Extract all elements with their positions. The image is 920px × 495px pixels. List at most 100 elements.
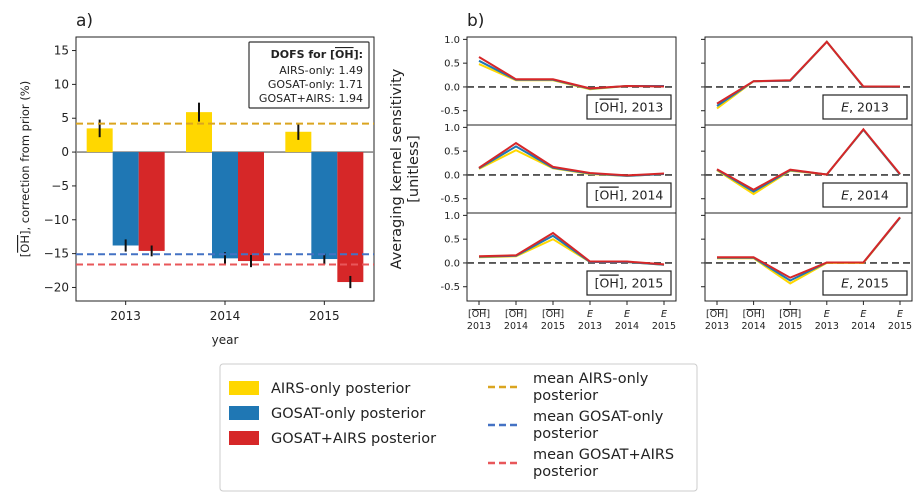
y-tick-label: 1.0 [444,35,460,46]
x-tick-label: 2013 [110,309,141,323]
y-tick-label: 15 [54,44,69,58]
subplot-5: 1.00.50.0-0.5 [OH], 2015[OH]2013[OH]2014[… [440,211,677,332]
legend-label: posterior [533,388,598,404]
y-axis-label: [OH], correction from prior (%) [18,81,32,257]
x-tick-label: E [860,309,866,320]
dofs-line: GOSAT+AIRS: 1.94 [259,92,363,105]
dofs-line: AIRS-only: 1.49 [279,64,363,77]
y-tick-label: −15 [44,247,69,261]
legend-label: mean GOSAT+AIRS [533,447,674,463]
subplot-label-box [822,182,908,208]
subplot-frame [704,212,913,302]
y-tick-label: -0.5 [440,106,460,117]
y-tick-label: −20 [44,280,69,294]
y-tick-label: 1.0 [444,211,460,222]
y-tick-label: 0.5 [444,147,460,158]
x-tick-label: E [624,309,630,320]
line-gosat-airs-posterior [716,127,901,191]
x-tick-label: 2015 [888,321,912,332]
subplot-label-box [822,270,908,296]
line-gosat-airs-posterior [478,231,665,266]
x-tick-label: [OH] [779,309,801,320]
y-tick-label: 10 [54,77,69,91]
y-tick-label: 0.0 [444,258,460,269]
x-tick-label: 2014 [742,321,766,332]
subplot-6: E, 2015[OH]2013[OH]2014[OH]2015E2013E201… [701,212,913,332]
line-gosat-airs-posterior [478,141,665,177]
bar-chart-panel-a: 15 10 5 0 −5 −10 −15 −20 2013 2014 2015 year [OH], c… [18,36,375,347]
subplot-1: 1.0 0.5 0.0 -0.5 [OH], 2013 [440,35,677,126]
x-tick-label: 2013 [705,321,729,332]
bar-gosat-only-posterior-2014 [212,152,238,259]
x-tick-label: 2014 [851,321,875,332]
x-tick-label: E [824,309,830,320]
x-tick-label: 2014 [615,321,639,332]
subplot-label-box [822,94,908,120]
bar-gosat-airs-posterior-2015 [337,152,364,283]
subplot-label: [OH], 2015 [595,276,664,291]
x-axis-label: year [212,333,239,347]
line-gosat-only-posterior [478,145,665,177]
bar-gosat-only-posterior-2013 [112,152,139,246]
bar-gosat-airs-posterior-2014 [238,152,264,262]
subplot-2: E, 2013 [701,36,913,126]
x-tick-label: 2014 [210,309,241,323]
dofs-title: DOFS for [OH]: [271,48,363,61]
subplot-3: 1.0 0.5 0.0 -0.5 [OH], 2014 [440,123,677,214]
subplot-4: E, 2014 [701,124,913,214]
x-tick-label: [OH] [542,309,564,320]
legend-label: GOSAT-only posterior [271,406,425,422]
bar-gosat-only-posterior-2015 [311,152,338,260]
x-tick-label: 2015 [309,309,340,323]
legend-patch-gosat-airs-posterior [229,431,259,445]
bar-gosat-airs-posterior-2013 [138,152,165,251]
y-tick-label: 0.0 [444,170,460,181]
x-tick-label: 2015 [541,321,565,332]
x-tick-label: [OH] [743,309,765,320]
subplot-label-box [586,94,672,120]
y-tick-label: 5 [61,111,69,125]
y-tick-label: 0.0 [444,82,460,93]
line-airs-only-posterior [478,238,665,266]
legend-box [219,363,698,492]
y-axis-label-line1: Averaging kernel sensitivity [389,68,405,269]
legend-patch-airs-only-posterior [229,381,259,395]
legend-patch-gosat-only-posterior [229,406,259,420]
legend: AIRS-only posterior GOSAT-only posterior G… [219,363,698,492]
y-tick-label: -0.5 [440,282,460,293]
line-gosat-airs-posterior [716,40,900,105]
subplot-label: E, 2013 [841,100,889,115]
panel-a-label: a) [76,11,93,31]
y-tick-label: −5 [51,179,69,193]
line-airs-only-posterior [478,149,665,177]
y-axis-label-line2: [unitless] [406,135,422,202]
x-tick-label: 2014 [504,321,528,332]
subplot-label-box [586,182,672,208]
x-tick-label: E [897,309,903,320]
dofs-box [248,41,370,109]
x-tick-label: 2013 [467,321,491,332]
line-chart-panel-b: 1.0 0.5 0.0 -0.5 [OH], 2013 E, 2013 1.0 0.5 0.0 -… [389,35,913,332]
line-gosat-airs-posterior [717,216,901,279]
bar-airs-only-posterior-2015 [285,131,312,153]
x-tick-label: 2013 [815,321,839,332]
legend-label: GOSAT+AIRS posterior [271,431,436,447]
panel-b-label: b) [467,11,484,31]
subplot-label: [OH], 2014 [595,188,664,203]
x-tick-label: [OH] [505,309,527,320]
y-tick-label: 0.5 [444,235,460,246]
legend-label: posterior [533,426,598,442]
line-gosat-airs-posterior [478,56,665,90]
x-tick-label: [OH] [468,309,490,320]
y-tick-label: 1.0 [444,123,460,134]
x-tick-label: 2015 [778,321,802,332]
y-tick-label: −10 [44,213,69,227]
legend-label: posterior [533,464,598,480]
x-tick-label: E [587,309,593,320]
x-tick-label: 2015 [652,321,676,332]
x-tick-label: 2013 [578,321,602,332]
subplot-frame [466,212,677,302]
subplot-label: E, 2015 [841,276,889,291]
subplot-label-box [586,270,672,296]
